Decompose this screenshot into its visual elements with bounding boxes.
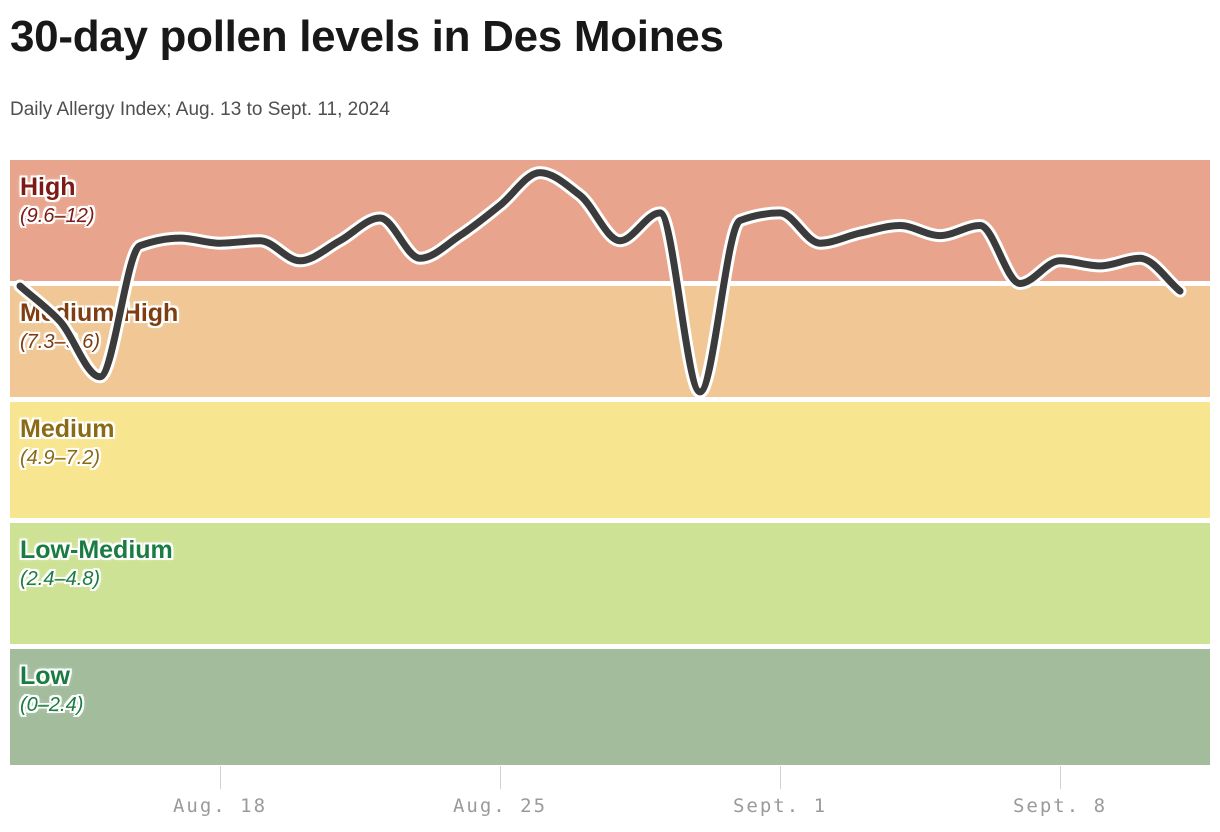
band-label-medium-high: Medium-High (7.3–9.6) [20, 299, 178, 356]
band-name-medium: Medium [20, 415, 115, 443]
band-range-high: (9.6–12) [20, 204, 95, 227]
band-range-low-medium: (2.4–4.8) [20, 567, 101, 590]
band-name-low-medium: Low-Medium [20, 536, 173, 564]
x-axis-tick-aug-18 [220, 766, 221, 789]
band-high: High (9.6–12) [10, 160, 1210, 281]
x-axis-label-aug-18: Aug. 18 [172, 795, 268, 817]
band-medium: Medium (4.9–7.2) [10, 402, 1210, 518]
band-medium-high: Medium-High (7.3–9.6) [10, 286, 1210, 397]
x-axis-label-sept-8: Sept. 8 [1012, 795, 1108, 817]
band-label-low: Low (0–2.4) [20, 662, 83, 719]
band-label-low-medium: Low-Medium (2.4–4.8) [20, 536, 173, 593]
band-low-medium: Low-Medium (2.4–4.8) [10, 523, 1210, 644]
band-low: Low (0–2.4) [10, 649, 1210, 765]
band-label-medium: Medium (4.9–7.2) [20, 415, 114, 472]
band-range-medium: (4.9–7.2) [20, 446, 101, 469]
chart-subtitle: Daily Allergy Index; Aug. 13 to Sept. 11… [10, 99, 390, 120]
x-axis-tick-sept-8 [1060, 766, 1061, 789]
band-range-low: (0–2.4) [20, 693, 84, 716]
band-name-low: Low [20, 662, 70, 690]
band-range-medium-high: (7.3–9.6) [20, 330, 101, 353]
band-name-high: High [20, 173, 76, 201]
x-axis-tick-sept-1 [780, 766, 781, 789]
x-axis-label-aug-25: Aug. 25 [452, 795, 548, 817]
x-axis-label-sept-1: Sept. 1 [732, 795, 828, 817]
x-axis-tick-aug-25 [500, 766, 501, 789]
chart-title: 30-day pollen levels in Des Moines [10, 12, 724, 61]
band-name-medium-high: Medium-High [20, 299, 179, 327]
band-label-high: High (9.6–12) [20, 173, 95, 230]
